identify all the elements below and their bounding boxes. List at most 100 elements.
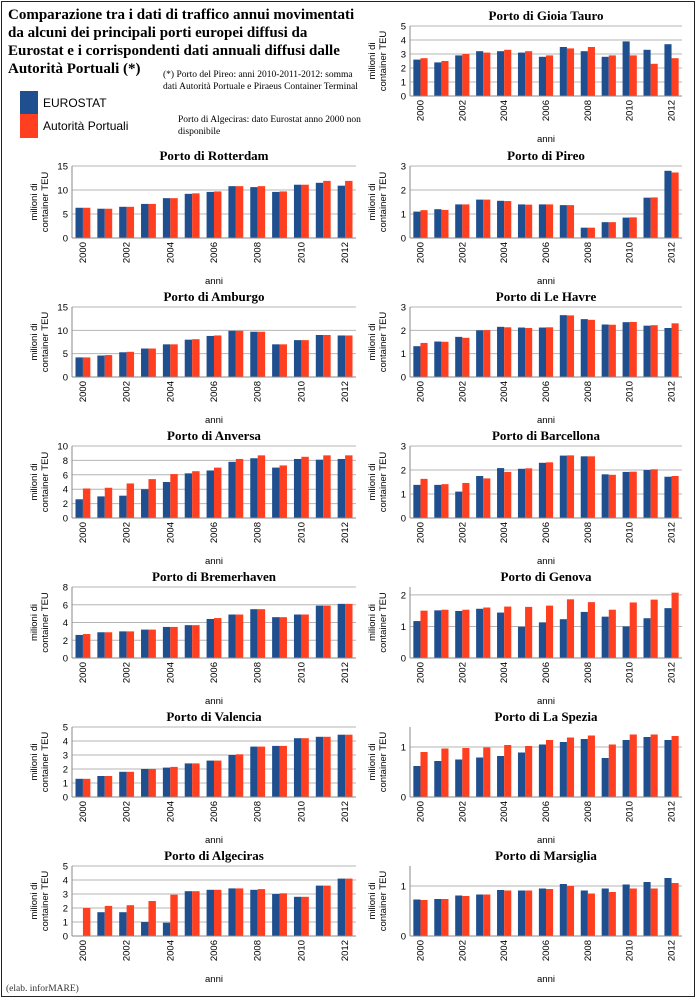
bar-eurostat — [517, 752, 526, 797]
y-tick-label: 10 — [57, 326, 68, 337]
x-tick-label: 2008 — [583, 242, 594, 263]
legend-item-eurostat: EUROSTAT — [20, 91, 107, 115]
bar-autorita — [525, 328, 533, 377]
x-tick-label: 2006 — [541, 100, 552, 121]
bar-eurostat — [643, 618, 651, 658]
y-tick-label: 8 — [63, 583, 68, 594]
legend-swatch-eurostat — [20, 91, 38, 115]
x-tick-label: 2000 — [415, 940, 426, 961]
x-tick-label: 2004 — [499, 381, 510, 402]
bar-eurostat — [664, 170, 672, 238]
x-tick-label: 2006 — [209, 662, 220, 683]
bar-autorita — [608, 474, 616, 518]
x-axis-label: anni — [537, 134, 555, 145]
y-axis-label: container TEU — [378, 592, 389, 653]
chart-genova: Porto di Genova 0 1 2 2000 2002 2004 2006 2008 20… — [367, 569, 682, 707]
bar-eurostat — [97, 632, 105, 658]
bar-eurostat — [293, 458, 302, 518]
x-tick-label: 2002 — [122, 381, 133, 402]
bar-eurostat — [413, 899, 421, 936]
bar-autorita — [671, 736, 679, 797]
x-tick-label: 2000 — [78, 940, 89, 961]
bar-autorita — [608, 55, 616, 96]
bar-autorita — [546, 204, 554, 238]
bar-eurostat — [455, 895, 463, 936]
x-tick-label: 2012 — [667, 662, 678, 683]
y-axis-label: milioni di — [29, 184, 40, 221]
x-axis-label: anni — [205, 835, 223, 846]
bar-eurostat — [580, 890, 588, 936]
bar-autorita — [441, 899, 449, 936]
bar-autorita — [462, 54, 470, 96]
bar-eurostat — [337, 458, 346, 518]
bar-eurostat — [293, 738, 302, 797]
bar-autorita — [82, 778, 91, 797]
bar-eurostat — [184, 473, 193, 518]
note-pireo: (*) Porto del Pireo: anni 2010-2011-2012… — [163, 70, 358, 92]
bar-autorita — [566, 737, 575, 797]
x-tick-label: 2000 — [415, 662, 426, 683]
bar-eurostat — [643, 325, 651, 377]
y-tick-label: 0 — [401, 932, 406, 943]
bar-autorita — [587, 456, 595, 518]
bar-autorita — [214, 191, 222, 238]
note-algeciras: Porto di Algeciras: dato Eurostat anno 2… — [178, 115, 361, 137]
bar-autorita — [82, 207, 91, 238]
bar-eurostat — [162, 482, 171, 518]
bar-autorita — [170, 894, 178, 936]
bar-autorita — [629, 217, 637, 238]
x-tick-label: 2010 — [296, 940, 307, 961]
bar-eurostat — [272, 894, 280, 936]
y-tick-label: 0 — [63, 514, 68, 525]
bar-autorita — [301, 340, 309, 377]
bar-autorita — [279, 893, 287, 936]
bar-autorita — [104, 776, 113, 797]
bar-autorita — [566, 455, 575, 518]
bar-autorita — [257, 331, 266, 377]
bar-autorita — [148, 348, 156, 377]
y-axis-label: milioni di — [367, 324, 378, 361]
legend-label-autorita: Autorità Portuali — [43, 119, 129, 133]
x-axis-label: anni — [537, 276, 555, 287]
bar-eurostat — [601, 222, 609, 238]
bar-autorita — [126, 483, 135, 518]
bar-eurostat — [476, 330, 484, 377]
bar-eurostat — [559, 205, 567, 238]
bar-eurostat — [643, 882, 651, 936]
bar-autorita — [279, 191, 287, 238]
bar-autorita — [566, 599, 575, 658]
bar-autorita — [420, 478, 428, 518]
bar-eurostat — [162, 767, 171, 797]
bar-eurostat — [97, 496, 105, 518]
bar-autorita — [441, 61, 449, 96]
bar-eurostat — [434, 899, 442, 936]
bar-autorita — [483, 199, 491, 238]
y-tick-label: 1 — [401, 882, 406, 893]
y-axis-label: container TEU — [40, 871, 51, 932]
x-tick-label: 2012 — [667, 522, 678, 543]
bar-eurostat — [184, 625, 193, 658]
bar-eurostat — [228, 614, 236, 658]
bar-eurostat — [517, 468, 526, 518]
bar-eurostat — [664, 740, 672, 797]
bar-autorita — [345, 335, 353, 377]
bar-eurostat — [206, 470, 214, 518]
chart-title: Porto di Marsiglia — [495, 848, 597, 863]
x-tick-label: 2004 — [165, 662, 176, 683]
x-tick-label: 2006 — [209, 801, 220, 822]
x-tick-label: 2000 — [415, 381, 426, 402]
bar-autorita — [608, 222, 616, 238]
bar-autorita — [279, 465, 287, 518]
bar-eurostat — [643, 49, 651, 96]
y-tick-label: 0 — [401, 373, 406, 384]
bar-autorita — [126, 206, 135, 238]
y-tick-label: 0 — [63, 793, 68, 804]
x-axis-label: anni — [537, 974, 555, 985]
bar-eurostat — [643, 737, 651, 797]
bar-autorita — [629, 55, 637, 96]
bar-autorita — [170, 474, 178, 518]
bar-autorita — [301, 738, 309, 797]
bar-eurostat — [413, 59, 421, 96]
x-tick-label: 2002 — [457, 801, 468, 822]
x-tick-label: 2010 — [625, 242, 636, 263]
